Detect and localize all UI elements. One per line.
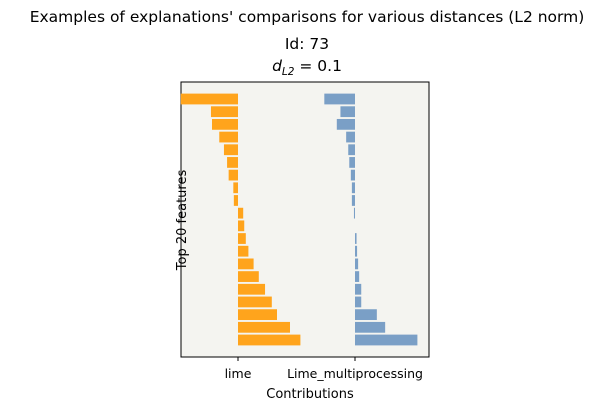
chart-subtitle-distance: dL2 = 0.1 [0, 57, 614, 78]
bar-lime-multiprocessing-3 [355, 296, 362, 308]
bar-lime-2 [238, 309, 277, 321]
y-axis-label: Top 20 features [175, 170, 190, 272]
bar-lime-15 [223, 144, 238, 156]
bar-lime-multiprocessing-15 [348, 144, 355, 156]
bar-lime-16 [219, 131, 238, 143]
bar-lime-11 [233, 195, 238, 206]
bar-lime-7 [238, 245, 249, 257]
bar-lime-multiprocessing-13 [350, 169, 355, 181]
bar-lime-multiprocessing-4 [355, 283, 362, 295]
bar-lime-multiprocessing-0 [355, 334, 418, 346]
ticks-layer: lime Lime_multiprocessing [225, 357, 423, 381]
bars-layer [180, 93, 418, 346]
distance-subscript: L2 [281, 66, 295, 79]
bar-lime-19 [180, 93, 238, 105]
bar-lime-multiprocessing-17 [336, 118, 355, 130]
x-tick-label-1: Lime_multiprocessing [287, 366, 423, 381]
bar-lime-multiprocessing-16 [346, 131, 355, 143]
bar-lime-0 [238, 334, 301, 346]
bar-lime-multiprocessing-7 [355, 245, 358, 257]
distance-symbol: d [272, 57, 282, 75]
bar-lime-9 [238, 220, 245, 232]
bar-lime-5 [238, 271, 259, 282]
bar-lime-12 [233, 182, 238, 194]
bar-lime-multiprocessing-10 [353, 207, 355, 219]
bar-lime-18 [210, 106, 238, 118]
bar-lime-14 [227, 157, 238, 168]
chart-subtitle-id: Id: 73 [284, 35, 330, 53]
bar-lime-multiprocessing-2 [355, 309, 377, 321]
bar-lime-multiprocessing-5 [355, 271, 360, 282]
bar-lime-multiprocessing-11 [351, 195, 355, 206]
bar-lime-multiprocessing-18 [340, 106, 355, 118]
bar-lime-17 [212, 118, 238, 130]
bar-lime-multiprocessing-8 [355, 233, 357, 244]
bar-lime-multiprocessing-12 [351, 182, 355, 194]
bar-lime-multiprocessing-6 [355, 258, 359, 270]
bar-lime-3 [238, 296, 272, 308]
bar-lime-10 [238, 207, 244, 219]
bar-lime-8 [238, 233, 246, 244]
bar-lime-13 [228, 169, 238, 181]
bar-lime-multiprocessing-1 [355, 321, 386, 333]
bar-lime-4 [238, 283, 266, 295]
distance-value: = 0.1 [294, 57, 342, 75]
bar-lime-multiprocessing-19 [324, 93, 355, 105]
bar-lime-multiprocessing-14 [349, 157, 355, 168]
bar-lime-6 [238, 258, 254, 270]
x-axis-label: Contributions [266, 387, 354, 402]
chart-suptitle: Examples of explanations' comparisons fo… [29, 8, 585, 26]
bar-lime-1 [238, 321, 290, 333]
x-tick-label-0: lime [225, 366, 252, 381]
